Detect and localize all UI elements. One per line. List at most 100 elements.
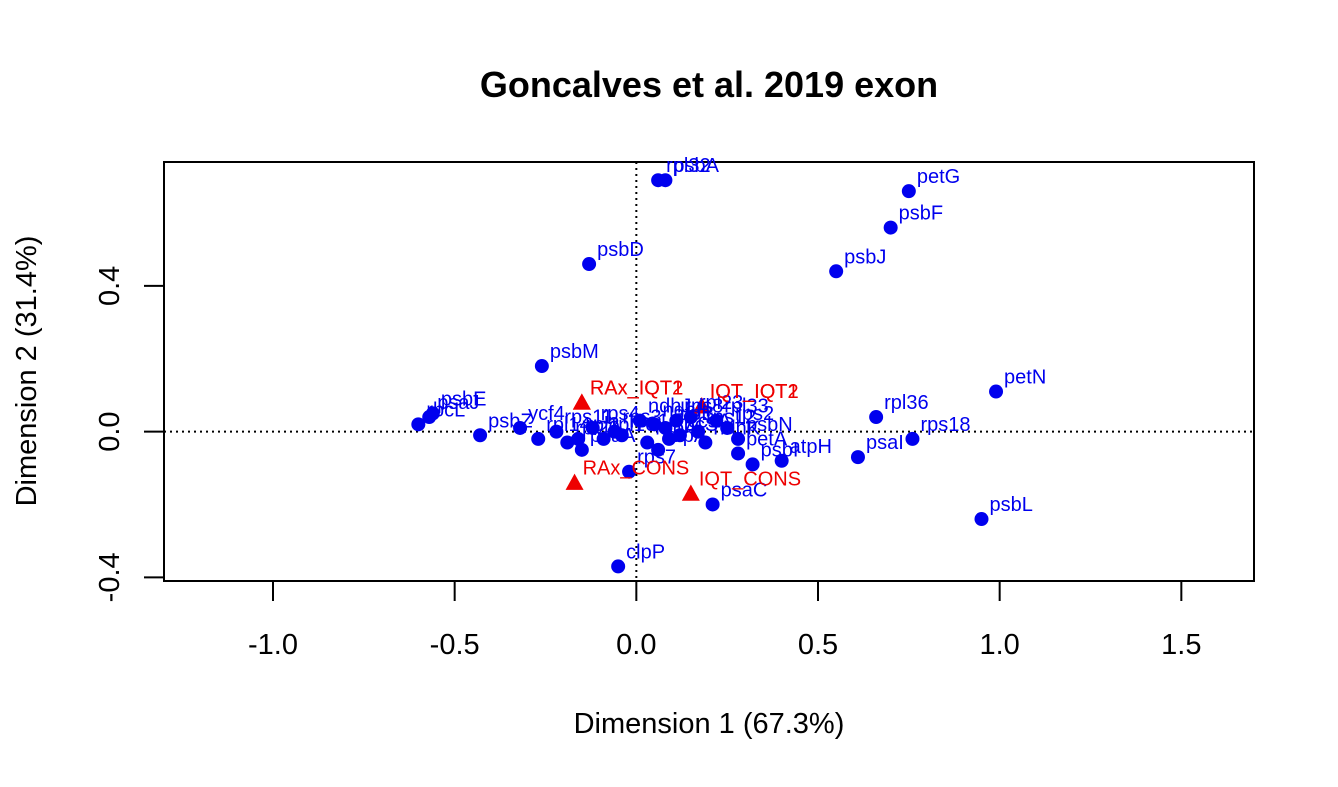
gene-point-circle — [905, 431, 920, 446]
gene-point-label: rpl23 — [699, 392, 743, 414]
gene-point-circle — [473, 428, 488, 443]
gene-point-circle — [560, 435, 575, 450]
gene-point-label: rps8 — [684, 396, 723, 418]
gene-point-label: rps18 — [920, 414, 970, 436]
gene-point-label: rpl16 — [612, 414, 656, 436]
plot-frame — [163, 161, 1255, 582]
sample-point-label: IQT_CONS — [699, 469, 801, 491]
gene-point-circle — [720, 420, 735, 435]
gene-point-label: petG — [917, 166, 960, 188]
sample-point-label: IQT_IQT1 — [710, 381, 799, 403]
gene-point-circle — [989, 384, 1004, 399]
gene-point-circle — [614, 428, 629, 443]
gene-point-circle — [705, 497, 720, 512]
gene-point-circle — [422, 410, 437, 425]
gene-point-circle — [632, 413, 647, 428]
gene-point-label: rps4 — [601, 403, 640, 425]
gene-point-label: psbD — [597, 239, 644, 261]
gene-point-label: atpB — [673, 403, 714, 425]
gene-point-label: psbM — [550, 341, 599, 363]
sample-point-triangle — [565, 473, 584, 490]
gene-point-circle — [534, 359, 549, 374]
gene-point-circle — [596, 431, 611, 446]
gene-point-circle — [585, 420, 600, 435]
gene-point-label: psbJ — [844, 246, 886, 268]
gene-point-circle — [582, 257, 597, 272]
gene-point-circle — [662, 431, 677, 446]
gene-point-circle — [669, 413, 684, 428]
y-tick-label: -0.4 — [94, 552, 126, 602]
gene-point-label: rps3 — [623, 407, 662, 429]
gene-point-label: rps2 — [735, 403, 774, 425]
gene-point-label: rpl20 — [575, 418, 619, 440]
gene-point-circle — [549, 424, 564, 439]
sample-point-label: RAx_IQT2 — [590, 377, 683, 399]
gene-point-circle — [574, 442, 589, 457]
gene-point-label: psaC — [721, 479, 768, 501]
gene-point-label: rpl32 — [666, 155, 710, 177]
sample-point-label: IQT_IQT2 — [710, 381, 799, 403]
gene-point-label: rbcS — [677, 414, 718, 436]
x-tick-label: 1.0 — [980, 629, 1020, 661]
gene-point-circle — [698, 435, 713, 450]
gene-point-label: ycf4 — [528, 403, 565, 425]
gene-point-label: clpP — [626, 541, 665, 563]
gene-point-circle — [974, 512, 989, 527]
gene-point-circle — [869, 410, 884, 425]
gene-point-label: psbE — [441, 388, 487, 410]
y-axis: -0.4 0.0 0.4 — [94, 266, 165, 602]
gene-point-label: rps11 — [564, 407, 613, 429]
gene-point-circle — [731, 446, 746, 461]
gene-point-circle — [531, 431, 546, 446]
gene-point-label: psaA — [590, 425, 636, 447]
gene-point-label: ndhH — [663, 399, 711, 421]
gene-point-label: atpA — [666, 425, 708, 447]
gene-point-label: rpoA — [655, 418, 698, 440]
y-tick-label: 0.0 — [94, 411, 126, 451]
x-tick-label: -1.0 — [248, 629, 298, 661]
x-tick-label: -0.5 — [430, 629, 480, 661]
data-points — [411, 173, 1004, 574]
gene-point-label: psbI — [761, 439, 799, 461]
gene-point-label: rpl14 — [546, 414, 590, 436]
gene-point-circle — [571, 431, 586, 446]
gene-point-circle — [658, 420, 673, 435]
x-tick-label: 0.0 — [616, 629, 656, 661]
gene-point-circle — [850, 450, 865, 465]
y-axis-label: Dimension 2 (31.4%) — [11, 236, 43, 507]
gene-point-circle — [640, 435, 655, 450]
gene-point-circle — [774, 453, 789, 468]
gene-point-circle — [901, 184, 916, 199]
sample-point-triangle — [681, 484, 700, 501]
gene-point-circle — [411, 417, 426, 432]
gene-point-label: psbL — [990, 494, 1033, 516]
sample-point-triangle — [692, 397, 711, 414]
x-tick-label: 1.5 — [1161, 629, 1201, 661]
x-tick-label: 0.5 — [798, 629, 838, 661]
gene-point-circle — [731, 431, 746, 446]
gene-point-circle — [647, 417, 662, 432]
reference-lines — [164, 162, 1254, 581]
gene-point-circle — [672, 428, 687, 443]
gene-point-label: psaJ — [437, 392, 479, 414]
gene-point-label: rps14 — [630, 410, 680, 432]
gene-point-label: rbcL — [426, 399, 465, 421]
sample-point-label: RAx_IQT1 — [590, 377, 683, 399]
y-tick-label: 0.4 — [94, 266, 126, 306]
gene-point-label: psbA — [673, 155, 719, 177]
sample-point-label: RAx_CONS — [583, 458, 690, 480]
gene-point-label: petA — [746, 428, 788, 450]
gene-point-circle — [622, 464, 637, 479]
gene-point-label: psbZ — [488, 410, 532, 432]
x-axis: -1.0 -0.5 0.0 0.5 1.0 1.5 — [248, 580, 1201, 661]
gene-point-circle — [829, 264, 844, 279]
gene-point-circle — [651, 442, 666, 457]
gene-point-circle — [658, 173, 673, 188]
gene-point-label: rpl36 — [884, 392, 928, 414]
gene-point-label: ndhJ — [648, 396, 691, 418]
gene-point-label: psaI — [866, 432, 904, 454]
sample-point-triangle — [572, 393, 591, 410]
gene-point-circle — [709, 413, 724, 428]
